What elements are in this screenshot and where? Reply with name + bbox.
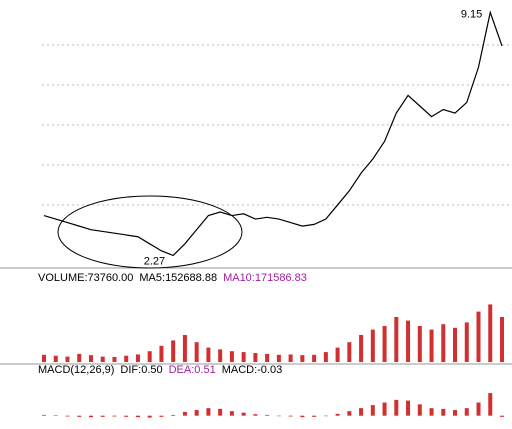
- bar: [53, 355, 58, 362]
- bar: [335, 413, 340, 416]
- bar: [370, 329, 375, 362]
- bar: [382, 326, 387, 362]
- bar: [124, 355, 129, 362]
- bar: [429, 329, 434, 362]
- panel-header: MA10:171586.83: [223, 272, 307, 284]
- bar: [394, 399, 399, 416]
- bar: [241, 352, 246, 362]
- bar: [42, 414, 46, 416]
- bar: [265, 353, 270, 362]
- bar: [288, 354, 293, 362]
- bar: [135, 354, 140, 362]
- bar: [194, 342, 199, 362]
- bar: [206, 408, 211, 416]
- bar: [135, 415, 140, 418]
- bar: [441, 408, 446, 416]
- bar: [241, 412, 246, 416]
- bar: [300, 415, 305, 418]
- bar: [300, 355, 305, 362]
- bar: [218, 349, 223, 362]
- bar: [453, 327, 458, 362]
- bar: [288, 415, 293, 417]
- bar: [417, 404, 422, 416]
- bar: [406, 400, 411, 416]
- bar: [276, 354, 281, 362]
- bar: [500, 317, 504, 362]
- bar: [112, 415, 117, 417]
- bar: [323, 352, 328, 362]
- bar: [88, 415, 93, 418]
- bar: [171, 340, 176, 362]
- bar: [65, 415, 70, 417]
- price-annotation: 9.15: [461, 8, 482, 20]
- bar: [112, 356, 117, 362]
- bar: [53, 415, 58, 416]
- bar: [441, 324, 446, 362]
- grid: [0, 44, 512, 365]
- bar: [159, 415, 164, 417]
- bar: [147, 351, 152, 362]
- bar: [100, 415, 105, 417]
- bar: [500, 415, 504, 417]
- bar: [77, 415, 82, 417]
- panel-header: MACD:-0.03: [222, 364, 283, 376]
- bar: [218, 408, 223, 416]
- panel-header: MACD(12,26,9): [38, 364, 114, 376]
- bar: [464, 322, 469, 362]
- bar: [453, 410, 458, 416]
- bar: [100, 356, 105, 362]
- bar: [182, 335, 187, 362]
- price-annotation: 2.27: [144, 255, 165, 267]
- bar: [88, 355, 93, 362]
- bar: [253, 353, 258, 362]
- bar: [464, 408, 469, 416]
- panel-header: VOLUME:73760.00: [38, 272, 133, 284]
- bar: [182, 411, 187, 416]
- bar: [229, 351, 234, 362]
- panel-header: DIF:0.50: [120, 364, 162, 376]
- panel-header: DEA:0.51: [169, 364, 216, 376]
- bar: [312, 415, 317, 417]
- bar: [429, 408, 434, 416]
- bar: [488, 304, 493, 362]
- bar: [147, 415, 152, 418]
- bar: [265, 414, 270, 416]
- bar: [77, 353, 82, 362]
- bar: [194, 410, 199, 416]
- bar: [206, 347, 211, 362]
- bar: [382, 402, 387, 416]
- bar: [335, 347, 340, 362]
- bar: [159, 345, 164, 362]
- bar: [276, 415, 281, 417]
- bar: [229, 411, 234, 416]
- bar: [394, 317, 399, 362]
- bar: [65, 356, 70, 362]
- panel-header: MA5:152688.88: [139, 272, 217, 284]
- bar: [476, 311, 481, 362]
- bar: [476, 402, 481, 416]
- bar: [323, 415, 328, 417]
- bar: [253, 414, 258, 416]
- highlight-ellipse: [57, 195, 243, 269]
- bar: [42, 354, 46, 362]
- bar: [347, 342, 352, 362]
- bar: [359, 408, 364, 416]
- bar: [488, 393, 493, 416]
- bar: [370, 405, 375, 416]
- bar: [406, 320, 411, 362]
- bar: [312, 354, 317, 362]
- bar: [347, 411, 352, 416]
- bar: [124, 415, 129, 417]
- bar: [171, 414, 176, 416]
- bar: [417, 326, 422, 362]
- price-line: [43, 10, 503, 257]
- bar: [359, 335, 364, 362]
